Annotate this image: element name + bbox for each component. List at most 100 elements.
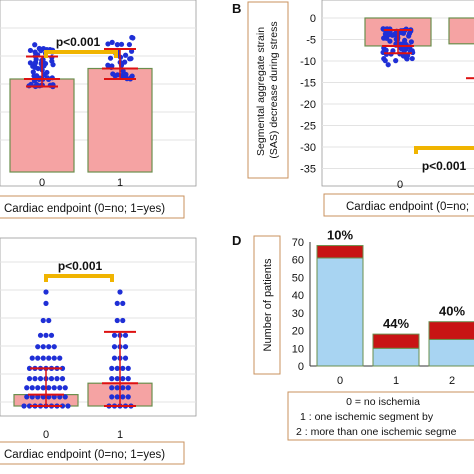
panel-b-point <box>393 58 399 64</box>
panel-b-xlabel: Cardiac endpoint (0=no; <box>346 201 469 213</box>
panel-b-point <box>408 39 414 45</box>
panel-a-bar-1 <box>87 67 153 173</box>
panel-c-point <box>46 355 52 361</box>
panel-a-point <box>112 73 118 79</box>
panel-c-point <box>40 385 46 391</box>
panel-a-point <box>32 60 38 67</box>
panel-d-legend-line-0: 0 = no ischemia <box>346 396 420 408</box>
panel-d-bar-0-seg-0 <box>316 257 364 367</box>
panel-b-ytick-3: -15 <box>300 78 316 90</box>
panel-a-point <box>41 71 48 78</box>
panel-c-point <box>35 355 41 361</box>
panel-a-point <box>118 41 125 47</box>
panel-c-point <box>125 385 131 391</box>
panel-c-point <box>120 300 126 306</box>
panel-c-point <box>109 385 115 391</box>
panel-c-point <box>122 332 129 338</box>
panel-d-ytick-4: 30 <box>292 308 304 320</box>
panel-c-point <box>57 385 63 391</box>
panel-d-bar-2-seg-0 <box>428 338 474 367</box>
panel-a-xlabel: Cardiac endpoint (0=no; 1=yes) <box>4 203 165 215</box>
panel-b-point <box>386 32 392 38</box>
panel-d-ytick-1: 60 <box>292 255 304 267</box>
panel-b-xtick-0: 0 <box>397 179 403 191</box>
panel-c-point <box>111 355 118 361</box>
panel-d-ytick-0: 70 <box>292 237 304 249</box>
panel-c-point <box>114 394 120 400</box>
panel-c-point <box>114 365 120 371</box>
panel-c-point <box>46 317 52 324</box>
panel-b-xlabel-box <box>323 193 474 217</box>
panel-d-bar-2-seg-1 <box>428 321 474 340</box>
panel-d-legend-line-2: 2 : more than one ischemic segme <box>296 426 457 438</box>
panel-d-yticks: 70 60 50 40 30 20 10 0 <box>292 237 304 373</box>
panel-c-point <box>48 376 55 382</box>
panel-b-ylabel-line1: Segmental aggregate strain <box>255 27 267 156</box>
panel-b-point <box>399 30 405 36</box>
panel-c-point <box>59 365 66 371</box>
panel-c-point <box>26 403 33 409</box>
panel-d-legend-line-1: 1 : one ischemic segment by <box>300 411 434 423</box>
panel-c-point <box>29 355 35 361</box>
panel-b-ytick-1: -5 <box>306 35 316 47</box>
panel-a-point <box>27 47 34 54</box>
panel-c-point <box>122 355 129 361</box>
panel-c-xtick-1: 1 <box>117 429 123 441</box>
panel-d-xtick-1: 1 <box>393 375 399 387</box>
panel-c-point <box>51 385 57 391</box>
panel-b-point <box>382 58 388 64</box>
panel-d-legend-box <box>287 391 474 441</box>
panel-b-ylabel-box <box>247 1 289 179</box>
panel-a-bar-0 <box>9 78 75 173</box>
panel-a-xtick-1: 1 <box>117 177 123 189</box>
panel-a-point <box>36 45 42 52</box>
panel-a-point <box>105 41 111 47</box>
panel-b-point <box>387 38 393 44</box>
panel-c-point <box>59 376 66 382</box>
panel-b-point <box>385 62 391 68</box>
panel-d-percent-0: 10% <box>327 228 353 243</box>
panel-c: p<0.001 0 1 Cardiac endpoint (0=no; 1=ye… <box>0 237 197 465</box>
panel-c-point <box>54 376 60 382</box>
panel-b-point <box>390 48 396 54</box>
panel-d-xticks: 0 1 2 <box>337 375 455 387</box>
panel-c-xlabel-box <box>0 441 185 465</box>
panel-c-point <box>32 376 38 382</box>
panel-c-point <box>120 376 126 382</box>
panel-a-point <box>130 35 136 41</box>
panel-b: B Segmental aggregate strain (SAS) decre… <box>232 0 474 217</box>
panel-a-point <box>122 52 129 58</box>
panel-c-point <box>51 355 57 361</box>
panel-a-point <box>32 42 38 48</box>
panel-c-point <box>120 385 126 391</box>
panel-c-point <box>120 394 126 400</box>
panel-a-point <box>50 62 56 68</box>
panel-c-point <box>114 300 120 306</box>
panel-c-point <box>111 344 118 350</box>
panel-a-point <box>120 68 126 74</box>
panel-c-point <box>43 289 49 295</box>
panel-c-point <box>40 355 46 361</box>
panel-c-point <box>46 385 52 391</box>
panel-d-ytick-2: 50 <box>292 272 304 284</box>
panel-b-ytick-7: -35 <box>300 164 316 176</box>
panel-a-point <box>107 55 114 61</box>
panel-c-point <box>21 403 27 409</box>
panel-c-point <box>43 300 49 306</box>
panel-b-point <box>401 40 407 46</box>
panel-d-ytick-3: 40 <box>292 290 304 302</box>
panel-c-gridlines <box>0 261 196 403</box>
panel-d-percent-1: 44% <box>383 316 409 331</box>
panel-c-point <box>40 344 46 350</box>
panel-a-point <box>122 59 128 65</box>
panel-d-ytick-6: 10 <box>292 343 304 355</box>
panel-b-ytick-4: -20 <box>300 99 316 111</box>
panel-d-ytick-5: 20 <box>292 326 304 338</box>
panel-d-xtick-0: 0 <box>337 375 343 387</box>
panel-b-point <box>409 55 415 62</box>
panel-c-point <box>114 317 120 324</box>
panel-c-point <box>40 317 46 324</box>
panel-c-point <box>109 365 115 371</box>
panel-c-point <box>125 394 131 400</box>
panel-d-ylabel-box <box>253 235 281 375</box>
